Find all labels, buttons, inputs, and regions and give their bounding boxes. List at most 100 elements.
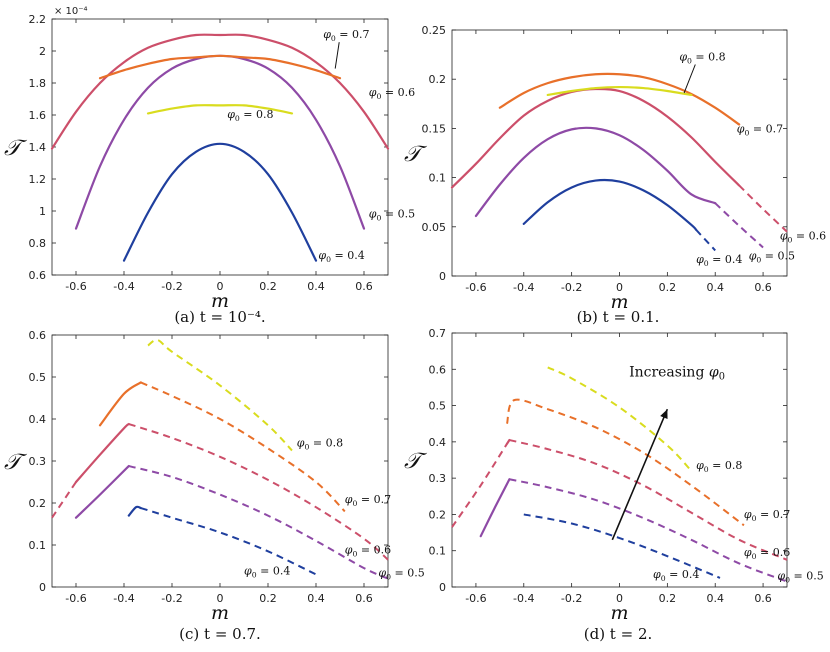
series-line-dashed	[147, 338, 293, 452]
annotation-label: φ0 = 0.8	[679, 51, 725, 66]
x-tick-label: 0.2	[659, 281, 677, 294]
x-tick-label: -0.6	[65, 280, 86, 293]
annotation-label: φ0 = 0.5	[777, 570, 823, 585]
series-phi-0.6	[450, 87, 788, 233]
series-line-dashed	[506, 398, 745, 527]
panel-a: -0.6 -0.4 -0.2 0 0.2 0.4 0.6 0.6 0.8 1 1.2 1.4 1.6 1.…	[4, 6, 415, 326]
x-tick-label: 0.2	[259, 280, 277, 293]
series-line-solid	[74, 422, 130, 484]
series-phi-0.5	[479, 478, 788, 583]
y-tick-label: 0.3	[29, 455, 47, 468]
series-phi-0.6	[451, 438, 788, 561]
plot-frame	[51, 18, 389, 276]
panel-b: -0.6 -0.4 -0.2 0 0.2 0.4 0.6 0 0.05 0.1 0.15 0.2 0.2…	[404, 24, 826, 326]
x-tick-label: -0.6	[465, 592, 486, 605]
y-tick-label: 0.6	[29, 269, 47, 282]
x-tick-label: -0.6	[465, 281, 486, 294]
y-tick-label: 0	[439, 270, 446, 283]
y-tick-label: 0.2	[29, 497, 47, 510]
y-tick-label: 0	[39, 581, 46, 594]
y-tick-label: 1.8	[29, 77, 47, 90]
x-tick-label: 0.6	[754, 592, 772, 605]
series-phi-0.5	[74, 54, 366, 230]
series-annotation: φ0 = 0.8	[696, 459, 742, 474]
series-annotation: φ0 = 0.8	[297, 436, 343, 451]
annotation-label: φ0 = 0.6	[780, 230, 826, 245]
annotation-label: φ0 = 0.5	[378, 567, 424, 582]
x-tick-label: 0	[217, 592, 224, 605]
series-phi-0.7	[506, 398, 745, 527]
y-axis-label: 𝒯	[4, 136, 28, 161]
annotation-label: φ0 = 0.7	[737, 122, 783, 137]
series-line-dashed	[547, 366, 693, 472]
x-tick-label: 0	[616, 281, 623, 294]
plot-frame	[451, 29, 788, 277]
x-tick-label: -0.4	[113, 592, 134, 605]
y-axis-label: 𝒯	[404, 449, 428, 474]
y-tick-label: 0.4	[429, 436, 447, 449]
y-tick-label: 1.6	[29, 109, 47, 122]
series-annotation: φ0 = 0.6	[780, 230, 826, 245]
increasing-phi-label: Increasing φ0	[629, 365, 725, 383]
series-line-dashed	[523, 513, 721, 579]
series-annotation: φ0 = 0.5	[749, 249, 795, 264]
series-phi-0.4	[127, 505, 317, 576]
x-tick-label: -0.4	[513, 592, 534, 605]
x-tick-label: -0.6	[65, 592, 86, 605]
series-annotation: φ0 = 0.6	[345, 543, 391, 558]
series-line-dashed	[128, 423, 389, 561]
series-annotation: φ0 = 0.5	[378, 567, 424, 582]
panel-c: -0.6 -0.4 -0.2 0 0.2 0.4 0.6 0 0.1 0.2 0.3 0.4 0.5 0.…	[4, 329, 425, 643]
annotation-label: φ0 = 0.8	[227, 108, 273, 123]
y-tick-label: 1	[39, 205, 46, 218]
series-phi-0.8	[147, 338, 293, 452]
y-tick-label: 1.2	[29, 173, 47, 186]
series-annotation: φ0 = 0.4	[696, 253, 742, 268]
y-tick-label: 0.1	[429, 172, 447, 185]
x-axis-label: m	[610, 291, 628, 313]
series-phi-0.7	[98, 54, 342, 80]
annotation-label: φ0 = 0.5	[369, 207, 415, 222]
x-axis-label: m	[211, 602, 229, 624]
series-phi-0.8	[547, 366, 693, 472]
increasing-arrow-head	[660, 409, 668, 420]
x-tick-label: 0.4	[706, 592, 724, 605]
series-phi-0.8	[546, 85, 693, 97]
series-annotation: φ0 = 0.5	[369, 207, 415, 222]
series-line-solid	[522, 178, 698, 231]
increasing-arrow-line	[611, 408, 669, 541]
plot-frame	[51, 334, 389, 588]
series-phi-0.7	[498, 72, 741, 126]
series-line-solid	[74, 464, 130, 519]
annotation-label: φ0 = 0.6	[345, 543, 391, 558]
series-line-dashed	[738, 184, 788, 233]
x-tick-label: -0.4	[513, 281, 534, 294]
x-tick-label: -0.4	[113, 280, 134, 293]
series-line-solid	[450, 87, 741, 189]
series-annotation: φ0 = 0.7	[744, 508, 790, 523]
x-tick-label: 0.2	[259, 592, 277, 605]
subfigure-caption: (c) t = 0.7.	[179, 625, 261, 643]
series-phi-0.4	[523, 513, 721, 579]
series-phi-0.7	[98, 381, 346, 513]
x-tick-label: -0.2	[161, 280, 182, 293]
y-tick-label: 0.6	[429, 363, 447, 376]
series-phi-0.4	[122, 142, 318, 262]
series-line-solid	[74, 54, 366, 230]
annotation-label: φ0 = 0.4	[696, 253, 742, 268]
y-tick-label: 2.2	[29, 13, 47, 26]
series-phi-0.5	[74, 464, 389, 580]
y-scale-label: × 10⁻⁴	[54, 6, 88, 17]
annotation-label: φ0 = 0.6	[369, 86, 415, 101]
y-tick-label: 0.2	[429, 508, 447, 521]
y-tick-label: 0.7	[429, 327, 447, 340]
series-line-solid	[479, 478, 511, 538]
series-annotation: φ0 = 0.4	[318, 249, 364, 264]
series-phi-0.6	[51, 422, 389, 561]
x-axis-label: m	[211, 290, 229, 312]
series-line-solid	[98, 54, 342, 80]
series-annotation: φ0 = 0.6	[744, 546, 790, 561]
y-tick-label: 1.4	[29, 141, 47, 154]
y-tick-label: 0.3	[429, 472, 447, 485]
